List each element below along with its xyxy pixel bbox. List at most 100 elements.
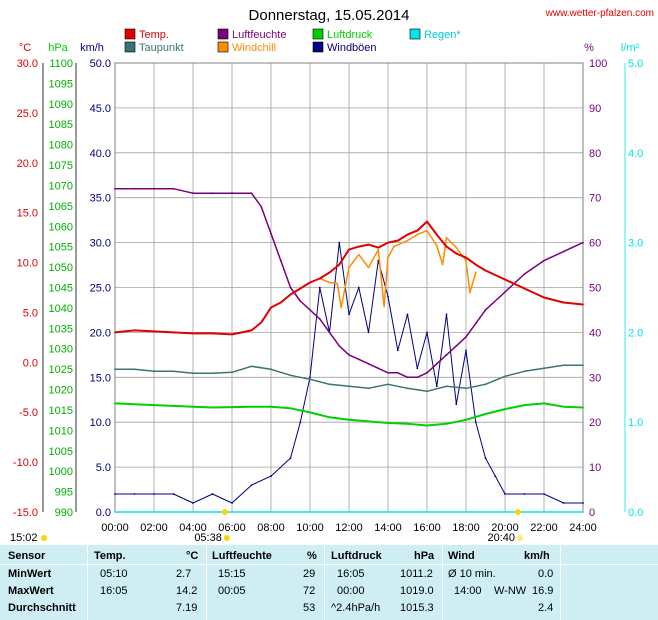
tick-label-rain: 1.0	[628, 417, 643, 429]
column-divider	[324, 545, 325, 620]
tick-label-humidity: 60	[589, 238, 601, 250]
tick-label-x: 00:00	[101, 522, 129, 534]
data-point	[426, 371, 428, 374]
data-point	[367, 420, 370, 423]
sun-marker	[221, 509, 228, 515]
data-point	[270, 475, 272, 477]
data-point	[114, 493, 116, 495]
tick-label-temp: 30.0	[17, 58, 38, 70]
legend-label: Luftfeuchte	[232, 29, 286, 41]
header-temp: Temp.	[94, 550, 126, 562]
data-point	[543, 259, 545, 262]
data-point	[348, 266, 350, 269]
data-point	[231, 502, 233, 504]
pressure-trend: ^2.4hPa/h	[331, 602, 381, 614]
axis-unit-rain: l/m²	[621, 42, 640, 54]
data-point	[309, 378, 311, 381]
data-point	[299, 300, 302, 302]
tick-label-temp: 15.0	[17, 208, 38, 220]
data-point	[562, 405, 565, 408]
tick-label-humidity: 0	[589, 507, 595, 519]
sunrise-label: 05:38	[194, 532, 222, 544]
data-point	[192, 405, 194, 408]
data-point	[523, 287, 526, 290]
tick-label-humidity: 80	[589, 148, 601, 160]
data-point	[406, 387, 409, 390]
header-sensor: Sensor	[8, 550, 46, 562]
tick-label-pressure: 1095	[49, 78, 73, 90]
tick-label-temp: 0.0	[23, 357, 38, 369]
tick-label-x: 14:00	[374, 522, 402, 534]
data-point	[289, 457, 292, 459]
data-point	[309, 309, 311, 311]
wind-desc: Ø 10 min.	[448, 568, 496, 580]
data-point	[484, 413, 487, 415]
legend-swatch	[124, 28, 136, 40]
data-point	[231, 406, 233, 408]
pressure-time: 00:00	[337, 585, 365, 597]
row-label: Durchschnitt	[8, 602, 76, 614]
tick-label-wind: 25.0	[90, 283, 111, 295]
data-point	[114, 402, 116, 405]
data-point	[523, 370, 526, 373]
data-point	[211, 406, 214, 409]
data-point	[562, 301, 565, 304]
data-point	[426, 229, 428, 232]
tick-label-pressure: 1000	[49, 466, 73, 478]
data-point	[445, 354, 448, 356]
temp-value: 7.19	[176, 602, 198, 614]
data-point	[309, 376, 311, 379]
tick-label-pressure: 1090	[49, 99, 73, 111]
data-point	[289, 286, 292, 289]
data-point	[435, 385, 438, 388]
data-point	[133, 403, 136, 406]
tick-label-rain: 5.0	[628, 58, 643, 70]
header-temp-unit: °C	[186, 550, 199, 562]
data-point	[562, 250, 565, 253]
data-point	[562, 364, 565, 367]
sunset-label: 20:40	[487, 532, 515, 544]
axis-unit-temp: °C	[19, 42, 31, 54]
data-point	[523, 493, 526, 495]
data-point	[153, 370, 155, 373]
data-point	[377, 248, 380, 251]
site-url[interactable]: www.wetter-pfalzen.com	[545, 8, 654, 19]
legend: Temp. Luftfeuchte Luftdruck Regen* Taupunkt W…	[124, 28, 461, 54]
data-point	[318, 318, 321, 320]
tick-label-pressure: 1015	[49, 405, 73, 417]
header-humidity-unit: %	[307, 550, 317, 562]
weather-chart: Donnerstag, 15.05.2014 www.wetter-pfalze…	[10, 7, 654, 544]
data-point	[153, 493, 155, 495]
axis-units: °C hPa km/h% l/m²	[19, 42, 640, 54]
data-point	[504, 291, 506, 293]
data-point	[299, 421, 302, 424]
data-point	[416, 229, 419, 232]
data-point	[387, 422, 389, 424]
tick-label-pressure: 1040	[49, 303, 73, 315]
data-point	[338, 241, 341, 244]
data-point	[114, 187, 116, 190]
data-point	[469, 291, 471, 294]
data-point	[211, 332, 214, 335]
data-point	[309, 281, 311, 284]
data-point	[406, 422, 409, 425]
tick-label-x: 06:00	[218, 522, 246, 534]
data-point	[396, 371, 399, 374]
data-point	[582, 241, 584, 244]
data-point	[367, 243, 370, 246]
stats-table: Sensor Temp. °C Luftfeuchte % Luftdruck …	[0, 545, 658, 620]
data-point	[231, 371, 233, 374]
data-point	[441, 263, 444, 266]
wind-direction: W-NW	[494, 585, 527, 597]
data-point	[279, 301, 282, 304]
column-divider	[206, 545, 207, 620]
tick-label-pressure: 1005	[49, 446, 73, 458]
data-point	[172, 370, 175, 373]
data-point	[455, 252, 458, 255]
data-point	[211, 372, 214, 375]
moon-time-label: 15:02	[10, 532, 38, 544]
legend-swatch	[217, 28, 229, 40]
data-point	[582, 364, 584, 367]
data-point	[328, 383, 331, 386]
tick-label-rain: 3.0	[628, 238, 643, 250]
